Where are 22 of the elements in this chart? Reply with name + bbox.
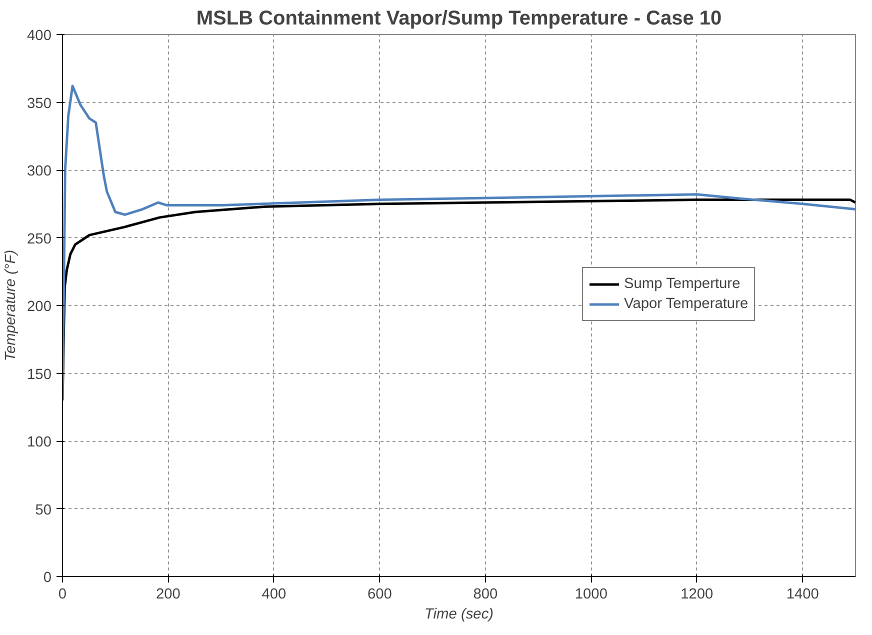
y-tick-label: 300 <box>27 164 52 180</box>
x-tick-label: 1000 <box>574 586 608 602</box>
x-tick-label: 800 <box>473 586 498 602</box>
y-tick-label: 200 <box>27 299 52 315</box>
x-tick-label: 200 <box>156 586 180 602</box>
x-tick-label: 1200 <box>680 586 714 602</box>
y-tick-label: 250 <box>27 231 52 248</box>
y-tick-label: 150 <box>27 366 52 383</box>
y-tick-label: 350 <box>27 96 52 112</box>
x-tick-label: 0 <box>58 586 67 602</box>
x-axis-title: Time (sec) <box>424 606 494 622</box>
y-tick-label: 0 <box>43 570 52 586</box>
x-tick-label: 600 <box>367 586 392 602</box>
legend-label: Sump Temperture <box>624 276 740 292</box>
y-axis-title: Temperature (°F) <box>3 250 20 362</box>
y-tick-label: 400 <box>27 28 52 44</box>
x-tick-label: 1400 <box>786 586 819 602</box>
legend-label: Vapor Temperature <box>624 296 748 312</box>
chart-title: MSLB Containment Vapor/Sump Temperature - Case 10 <box>196 8 722 30</box>
y-tick-label: 50 <box>35 502 52 518</box>
x-tick-label: 400 <box>262 586 286 602</box>
y-tick-label: 100 <box>27 434 52 450</box>
